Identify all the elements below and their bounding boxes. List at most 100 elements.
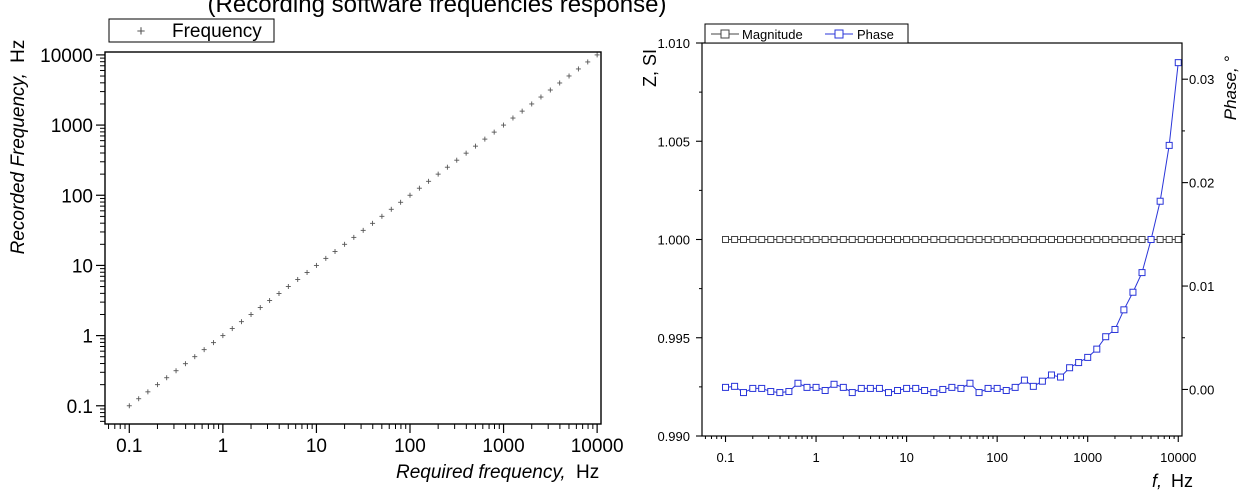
phase-data-point [739, 389, 747, 397]
phase-data-point [1002, 386, 1010, 394]
left-x-tick-label: 1000 [482, 436, 524, 457]
frequency-data-point [529, 101, 535, 107]
magnitude-data-point [966, 236, 974, 243]
magnitude-data-point [830, 236, 838, 243]
left-y-axis-label-italic: Recorded Frequency, [8, 73, 29, 254]
phase-data-point [1047, 371, 1055, 379]
magnitude-data-point [1029, 236, 1037, 243]
magnitude-data-point [957, 236, 965, 243]
frequency-data-point [154, 382, 160, 388]
right-legend-label-magnitude: Magnitude [742, 27, 803, 42]
left-y-tick-label: 1 [82, 327, 93, 348]
magnitude-data-point [975, 236, 983, 243]
frequency-data-point [538, 94, 544, 100]
right-x-tick-label: 0.1 [716, 450, 734, 465]
frequency-data-point [229, 326, 235, 332]
frequency-data-point [304, 269, 310, 275]
frequency-data-point [519, 108, 525, 114]
left-x-tick-label: 100 [394, 436, 426, 457]
magnitude-data-point [993, 236, 1001, 243]
legend-plus-marker: + [137, 23, 146, 40]
frequency-data-point [379, 213, 385, 219]
left-y-tick-label: 0.1 [67, 397, 93, 418]
phase-data-point [948, 383, 956, 391]
frequency-data-point [407, 192, 413, 198]
magnitude-data-point [1011, 236, 1019, 243]
phase-data-point [1120, 306, 1128, 314]
magnitude-data-point [1165, 236, 1173, 243]
left-legend-box [108, 18, 275, 43]
magnitude-data-point [839, 236, 847, 243]
magnitude-data-point [722, 236, 730, 243]
phase-data-point [866, 384, 874, 392]
magnitude-data-point [785, 236, 793, 243]
phase-data-point [884, 389, 892, 397]
frequency-data-point [257, 305, 263, 311]
phase-data-point [966, 379, 974, 387]
left-x-tick-label: 10000 [571, 436, 624, 457]
magnitude-data-point [1020, 236, 1028, 243]
magnitude-data-point [1075, 236, 1083, 243]
right-x-tick-label: 1000 [1073, 450, 1102, 465]
frequency-data-point [173, 368, 179, 374]
phase-data-point [975, 389, 983, 397]
phase-data-point [830, 380, 838, 388]
frequency-data-point [164, 375, 170, 381]
magnitude-series [722, 236, 1182, 243]
frequency-data-point [547, 87, 553, 93]
right-left-y-tick-label: 1.010 [657, 36, 690, 51]
phase-data-point [894, 386, 902, 394]
frequency-data-point [444, 164, 450, 170]
left-legend-label-frequency: Frequency [172, 21, 262, 42]
phase-data-point [1020, 376, 1028, 384]
phase-data-point [848, 389, 856, 397]
right-legend-label-phase: Phase [857, 27, 894, 42]
frequency-data-point [416, 185, 422, 191]
frequency-data-point [220, 333, 226, 339]
magnitude-data-point [1047, 236, 1055, 243]
legend-phase-marker-icon [834, 29, 844, 39]
magnitude-data-point [875, 236, 883, 243]
magnitude-data-point [739, 236, 747, 243]
magnitude-data-point [821, 236, 829, 243]
frequency-data-point [491, 129, 497, 135]
phase-data-point [1156, 197, 1164, 205]
magnitude-data-point [1174, 236, 1182, 243]
magnitude-data-point [803, 236, 811, 243]
frequency-data-point [276, 291, 282, 297]
left-y-axis-label: Recorded Frequency, Hz [8, 40, 29, 255]
phase-data-point [1138, 269, 1146, 277]
frequency-data-point [585, 59, 591, 65]
frequency-data-point [248, 311, 254, 317]
frequency-data-point [182, 361, 188, 367]
right-plot-frame [701, 42, 1183, 437]
phase-data-point [731, 382, 739, 390]
right-chart: 0.1 1 10 100 1000 10000 0.990 0.995 1.000 1.005 1… [640, 23, 1240, 491]
left-x-tick-label: 0.1 [116, 436, 142, 457]
magnitude-data-point [1093, 236, 1101, 243]
frequency-data-point [238, 319, 244, 325]
magnitude-data-point [948, 236, 956, 243]
frequency-data-point [267, 298, 273, 304]
phase-data-point [1011, 383, 1019, 391]
frequency-data-point [426, 178, 432, 184]
phase-data-point [939, 385, 947, 393]
left-x-axis-label-unit: Hz [576, 462, 599, 483]
phase-data-point [794, 379, 802, 387]
frequency-data-point [435, 171, 441, 177]
frequency-data-point [285, 283, 291, 289]
left-plot-frame [104, 51, 602, 425]
magnitude-data-point [894, 236, 902, 243]
phase-data-point [857, 384, 865, 392]
magnitude-data-point [749, 236, 757, 243]
magnitude-data-point [1038, 236, 1046, 243]
frequency-data-point [566, 73, 572, 79]
frequency-data-point [136, 396, 142, 402]
phase-data-point [839, 383, 847, 391]
frequency-data-point [454, 157, 460, 163]
right-y2-tick-label: 0.00 [1189, 382, 1214, 397]
phase-data-point [921, 386, 929, 394]
right-left-y-tick-label: 0.990 [657, 429, 690, 444]
magnitude-data-point [1084, 236, 1092, 243]
